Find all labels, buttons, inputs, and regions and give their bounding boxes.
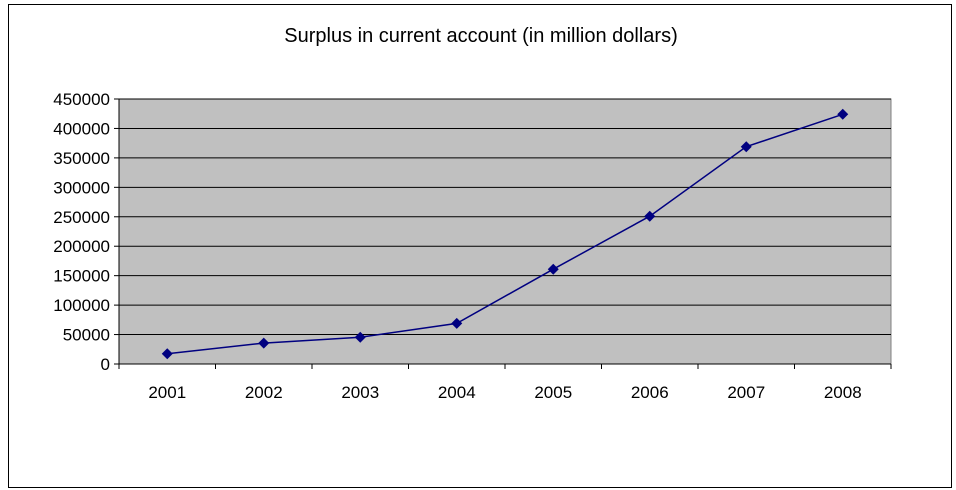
x-tick-label: 2007 (727, 383, 765, 402)
y-tick-label: 150000 (53, 267, 110, 286)
data-point-2001 (161, 348, 173, 360)
x-tick-label: 2006 (631, 383, 669, 402)
y-tick-label: 400000 (53, 119, 110, 138)
series-line (167, 113, 843, 355)
data-point-2003 (354, 331, 366, 343)
data-point-2008 (837, 108, 849, 120)
x-tick-label: 2004 (438, 383, 476, 402)
x-tick-label: 2005 (534, 383, 572, 402)
x-tick-label: 2001 (148, 383, 186, 402)
data-point-2006 (644, 210, 656, 222)
y-tick-label: 300000 (53, 178, 110, 197)
y-tick-label: 250000 (53, 208, 110, 227)
x-tick-label: 2003 (341, 383, 379, 402)
y-axis-ticks: 0 50000 100000 150000 200000 250000 300000 3500… (53, 90, 119, 374)
chart-title: Surplus in current account (in million d… (284, 25, 678, 47)
y-tick-label: 350000 (53, 149, 110, 168)
series-layer (161, 108, 849, 360)
data-point-2005 (547, 263, 559, 275)
grid-lines (119, 98, 891, 336)
y-tick-label: 100000 (53, 296, 110, 315)
y-tick-label: 50000 (63, 326, 110, 345)
x-tick-label: 2008 (824, 383, 862, 402)
y-tick-label: 0 (101, 355, 110, 374)
data-point-2007 (740, 141, 752, 153)
x-tick-label: 2002 (245, 383, 283, 402)
chart-frame: Surplus in current account (in million d… (8, 4, 952, 488)
data-point-2004 (451, 317, 463, 329)
y-tick-label: 200000 (53, 237, 110, 256)
line-chart: 0 50000 100000 150000 200000 250000 300000 3500… (53, 90, 892, 402)
plot-area (118, 98, 892, 365)
x-axis-ticks: 2001 2002 2003 2004 2005 2006 2007 2008 (118, 364, 892, 402)
y-tick-label: 450000 (53, 90, 110, 109)
data-point-2002 (258, 337, 270, 349)
